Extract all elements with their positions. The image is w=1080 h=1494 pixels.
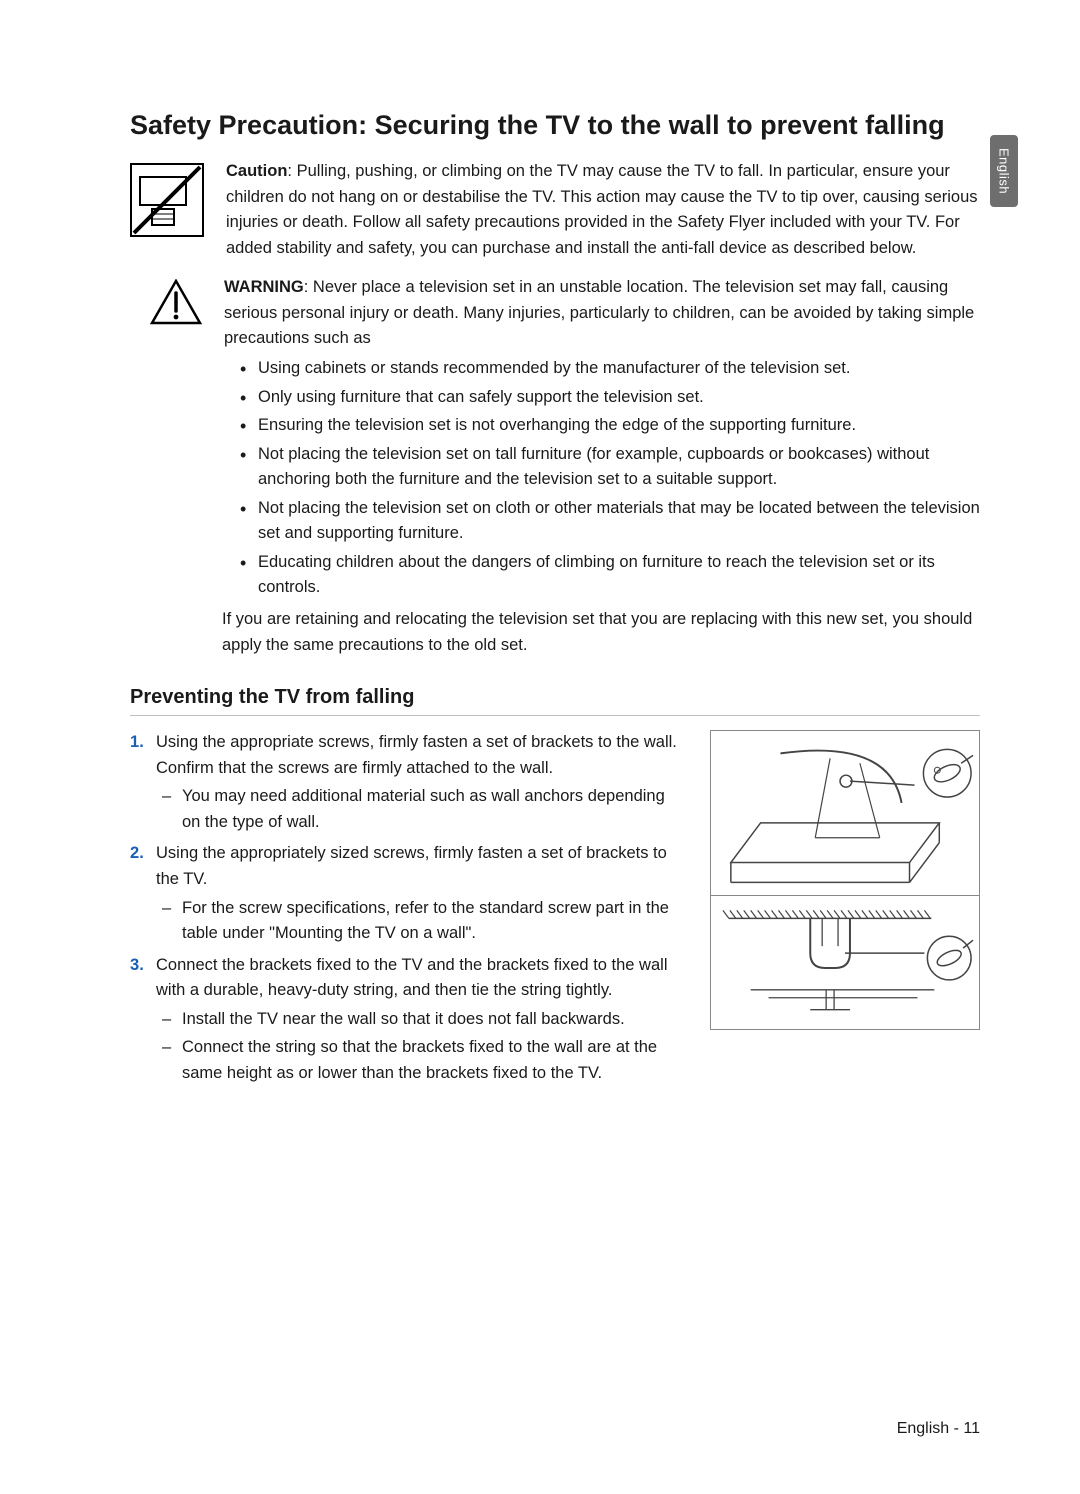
- prevent-substep-list: Install the TV near the wall so that it …: [162, 1007, 680, 1087]
- caution-block: Caution: Pulling, pushing, or climbing o…: [130, 159, 980, 261]
- prevent-substep-item: You may need additional material such as…: [162, 784, 680, 835]
- warning-bullet-list: Using cabinets or stands recommended by …: [240, 356, 980, 601]
- language-tab-label: English: [997, 148, 1012, 194]
- page-footer: English - 11: [897, 1420, 980, 1438]
- warning-triangle-icon: [150, 279, 202, 352]
- caution-body: : Pulling, pushing, or climbing on the T…: [226, 162, 978, 257]
- tv-mounting-diagram: [710, 730, 980, 1030]
- warning-bullet-item: Using cabinets or stands recommended by …: [240, 356, 980, 382]
- prevent-steps-text: Using the appropriate screws, firmly fas…: [130, 730, 680, 1092]
- warning-bullet-item: Educating children about the dangers of …: [240, 550, 980, 601]
- no-climb-tv-icon: [130, 163, 204, 261]
- warning-bullet-item: Not placing the television set on tall f…: [240, 442, 980, 493]
- warning-bullet-item: Only using furniture that can safely sup…: [240, 385, 980, 411]
- caution-label: Caution: [226, 162, 287, 180]
- prevent-substep-list: You may need additional material such as…: [162, 784, 680, 835]
- caution-text: Caution: Pulling, pushing, or climbing o…: [226, 159, 980, 261]
- prevent-steps-list: Using the appropriate screws, firmly fas…: [130, 730, 680, 1086]
- warning-bullet-item: Not placing the television set on cloth …: [240, 496, 980, 547]
- prevent-substep-item: Connect the string so that the brackets …: [162, 1035, 680, 1086]
- prevent-heading: Preventing the TV from falling: [130, 686, 980, 716]
- warning-text: WARNING: Never place a television set in…: [224, 275, 980, 352]
- page-title: Safety Precaution: Securing the TV to th…: [130, 110, 980, 141]
- prevent-step-item: Connect the brackets fixed to the TV and…: [130, 953, 680, 1087]
- warning-bullets-block: Using cabinets or stands recommended by …: [222, 356, 980, 658]
- prevent-section: Using the appropriate screws, firmly fas…: [130, 730, 980, 1092]
- diagram-tv-on-stand: [711, 731, 979, 895]
- warning-after-text: If you are retaining and relocating the …: [222, 607, 980, 658]
- prevent-step-item: Using the appropriately sized screws, fi…: [130, 841, 680, 946]
- prevent-substep-item: For the screw specifications, refer to t…: [162, 896, 680, 947]
- prevent-substep-list: For the screw specifications, refer to t…: [162, 896, 680, 947]
- warning-block: WARNING: Never place a television set in…: [130, 275, 980, 352]
- diagram-wall-anchor: [711, 895, 979, 1030]
- prevent-step-item: Using the appropriate screws, firmly fas…: [130, 730, 680, 835]
- prevent-substep-item: Install the TV near the wall so that it …: [162, 1007, 680, 1033]
- language-tab: English: [990, 135, 1018, 207]
- warning-intro: : Never place a television set in an uns…: [224, 278, 974, 347]
- warning-bullet-item: Ensuring the television set is not overh…: [240, 413, 980, 439]
- warning-label: WARNING: [224, 278, 304, 296]
